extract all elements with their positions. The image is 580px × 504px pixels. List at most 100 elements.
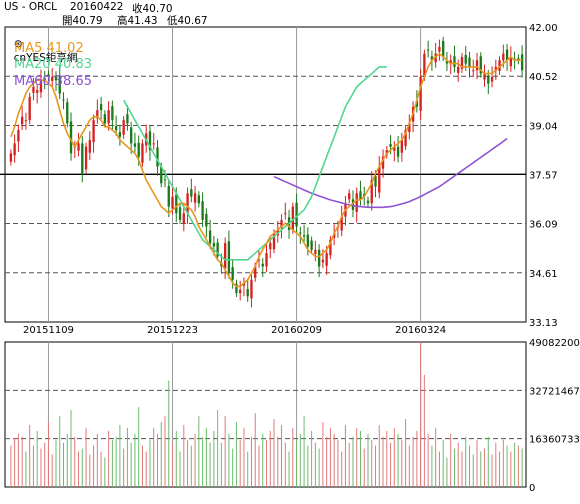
header-date: 20160422: [70, 1, 124, 13]
candle-down: [366, 200, 370, 204]
candle-up: [265, 253, 268, 267]
candle-up: [20, 116, 24, 125]
candle-down: [197, 195, 201, 204]
candle-up: [242, 283, 246, 286]
y-tick-label: 36.09: [529, 220, 558, 231]
candle-down: [302, 235, 306, 237]
candle-down: [163, 179, 167, 181]
candle-down: [306, 234, 310, 247]
header-low: 低40.67: [167, 15, 208, 27]
candle-down: [99, 104, 103, 111]
candle-up: [355, 193, 358, 212]
candle-up: [502, 53, 505, 61]
candle-down: [114, 126, 118, 131]
candle-down: [505, 49, 509, 61]
candle-down: [190, 189, 193, 197]
candle-up: [509, 56, 513, 67]
candle-down: [111, 106, 114, 121]
candle-up: [475, 60, 479, 71]
candle-up: [325, 253, 328, 266]
candle-up: [107, 110, 110, 124]
ma20-line: [123, 66, 387, 261]
candle-up: [393, 146, 396, 151]
candle-up: [182, 213, 185, 224]
candle-up: [329, 239, 332, 256]
candle-up: [51, 76, 54, 81]
candle-up: [291, 206, 294, 230]
candle-down: [58, 76, 61, 94]
candle-up: [438, 46, 441, 52]
candle-up: [494, 66, 497, 71]
candle-down: [54, 76, 58, 81]
candle-down: [396, 146, 400, 157]
candle-up: [28, 96, 31, 121]
legend-ma5: MA5 41.02: [14, 41, 84, 56]
brand-name: cnYES鉅亨網: [13, 52, 78, 64]
volume-tick-label: 49082200: [529, 338, 580, 349]
candle-up: [483, 73, 486, 80]
header-symbol: US - ORCL: [4, 1, 58, 13]
candle-down: [148, 131, 152, 151]
candle-up: [400, 140, 403, 153]
candle-up: [36, 90, 39, 93]
y-tick-label: 33.13: [529, 318, 558, 329]
candle-up: [284, 213, 287, 215]
candle-down: [62, 99, 65, 101]
candle-down: [426, 49, 430, 51]
candle-down: [216, 242, 219, 257]
candle-up: [171, 196, 174, 209]
volume-tick-label: 0: [529, 483, 535, 494]
y-tick-label: 42.00: [529, 23, 558, 34]
candle-down: [468, 57, 471, 67]
candle-down: [415, 100, 419, 107]
candle-down: [47, 74, 50, 77]
candle-up: [223, 243, 227, 269]
candle-down: [103, 114, 107, 124]
candle-up: [280, 219, 283, 228]
candle-down: [201, 201, 204, 220]
candle-down: [374, 175, 377, 187]
candle-up: [17, 130, 20, 142]
candle-down: [299, 232, 302, 234]
volume-tick-label: 32721467: [529, 386, 580, 397]
candle-down: [130, 127, 133, 144]
candle-down: [235, 283, 238, 294]
header-high: 高41.43: [117, 15, 158, 27]
header-close: 收40.70: [132, 3, 173, 15]
candle-up: [340, 216, 343, 231]
candle-down: [208, 230, 212, 244]
candle-up: [272, 233, 276, 250]
candle-up: [13, 143, 16, 156]
candle-up: [254, 266, 257, 278]
candle-up: [77, 143, 80, 151]
candle-down: [464, 54, 467, 64]
candle-down: [520, 54, 524, 71]
candle-up: [88, 140, 91, 153]
candle-up: [193, 193, 197, 203]
candle-down: [160, 166, 163, 184]
candle-down: [118, 132, 122, 137]
x-tick-label: 20151109: [23, 325, 74, 336]
candle-up: [404, 130, 407, 147]
candle-up: [419, 76, 422, 111]
candle-up: [381, 156, 385, 169]
candle-down: [317, 249, 321, 267]
candle-down: [445, 60, 449, 64]
candle-up: [408, 123, 411, 133]
candle-up: [96, 110, 99, 119]
volume-tick-label: 16360733: [529, 435, 580, 446]
candle-down: [137, 142, 140, 157]
candle-up: [490, 76, 494, 82]
candle-up: [39, 80, 43, 93]
candle-up: [84, 146, 88, 170]
candle-down: [156, 147, 159, 167]
candle-down: [178, 207, 182, 220]
header-open: 開40.79: [62, 15, 103, 27]
brand-label: ⊛ cnYES鉅亨網: [7, 26, 78, 65]
x-tick-label: 20160324: [395, 325, 446, 336]
candle-up: [152, 143, 155, 145]
candle-down: [517, 58, 520, 61]
candle-down: [212, 243, 216, 247]
